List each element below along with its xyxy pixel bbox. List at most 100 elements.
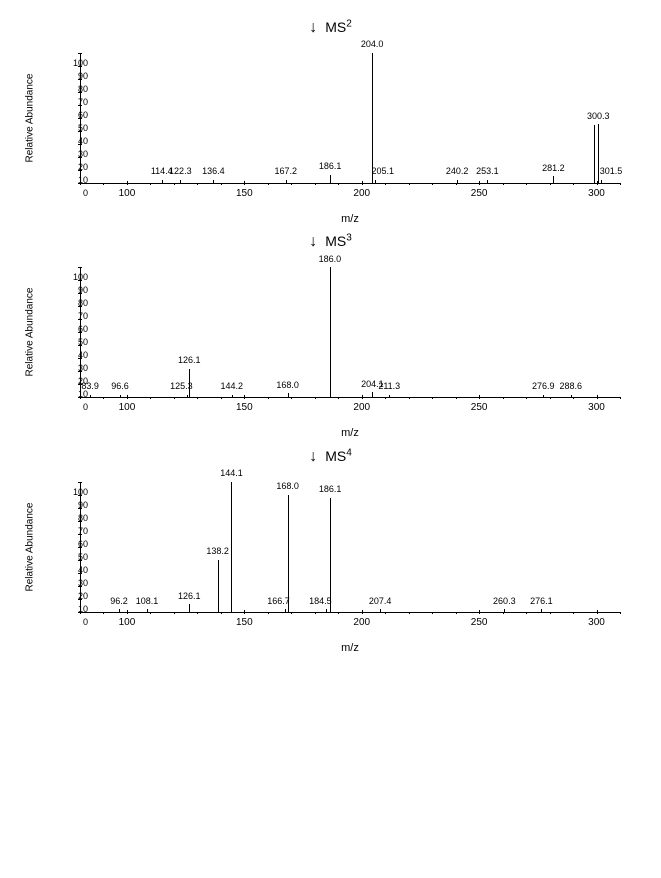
peak-label: 281.2 xyxy=(542,163,565,173)
x-tick-mark xyxy=(244,181,245,185)
x-tick-minor xyxy=(197,183,198,185)
peak-label: 300.3 xyxy=(587,111,610,121)
x-tick-minor xyxy=(221,612,222,614)
x-tick-minor xyxy=(526,397,527,399)
peak-label: 167.2 xyxy=(274,166,297,176)
x-tick-label: 100 xyxy=(119,188,136,199)
peak-label: 122.3 xyxy=(169,166,192,176)
peak-bar xyxy=(119,609,120,612)
x-tick-mark xyxy=(244,395,245,399)
y-tick-label: 100 xyxy=(68,58,88,68)
chart-area: Relative Abundance114.4122.3136.4167.218… xyxy=(50,43,650,223)
y-tick-label: 50 xyxy=(68,123,88,133)
x-tick-minor xyxy=(150,397,151,399)
y-tick-label: 80 xyxy=(68,513,88,523)
y-tick-label: 100 xyxy=(68,272,88,282)
y-tick-label: 10 xyxy=(68,175,88,185)
x-tick-label: 250 xyxy=(471,617,488,628)
x-tick-mark xyxy=(127,181,128,185)
peak-label: 168.0 xyxy=(276,481,299,491)
x-tick-mark xyxy=(597,181,598,185)
peak-bar xyxy=(286,180,287,183)
x-tick-mark xyxy=(362,181,363,185)
y-tick-label: 10 xyxy=(68,389,88,399)
peak-bar xyxy=(330,267,331,397)
y-tick-label: 20 xyxy=(68,591,88,601)
peak-bar xyxy=(601,180,602,183)
y-tick-label: 50 xyxy=(68,337,88,347)
y-tick-label: 60 xyxy=(68,324,88,334)
down-arrow-icon: ↓ xyxy=(309,19,317,36)
plot-box: 114.4122.3136.4167.2186.1204.0205.1240.2… xyxy=(80,53,621,184)
y-tick-label: 80 xyxy=(68,84,88,94)
x-tick-mark xyxy=(597,610,598,614)
peak-label: 186.0 xyxy=(319,254,342,264)
peak-bar xyxy=(487,180,488,183)
peak-label: 138.2 xyxy=(206,546,229,556)
peak-bar xyxy=(380,609,381,612)
x-tick-minor xyxy=(503,183,504,185)
x-tick-minor xyxy=(268,397,269,399)
x-tick-label: 200 xyxy=(353,188,370,199)
peak-label: 144.1 xyxy=(220,468,243,478)
x-tick-minor xyxy=(80,612,81,614)
x-tick-minor xyxy=(409,397,410,399)
peak-bar xyxy=(389,395,390,398)
peak-bar xyxy=(553,176,554,183)
x-tick-mark xyxy=(362,610,363,614)
peak-bar xyxy=(457,180,458,183)
y-tick-label: 0 xyxy=(68,617,88,627)
x-axis-label: m/z xyxy=(341,213,359,225)
spectra-figure: ↓MS2Relative Abundance114.4122.3136.4167… xyxy=(10,18,651,652)
peak-bar xyxy=(330,175,331,183)
x-tick-minor xyxy=(573,397,574,399)
x-tick-minor xyxy=(103,397,104,399)
x-tick-minor xyxy=(409,183,410,185)
x-tick-minor xyxy=(103,183,104,185)
x-tick-minor xyxy=(550,183,551,185)
x-tick-minor xyxy=(409,612,410,614)
peak-bar xyxy=(187,395,188,398)
x-tick-minor xyxy=(103,612,104,614)
peak-label: 276.1 xyxy=(530,596,553,606)
x-tick-minor xyxy=(291,612,292,614)
x-tick-minor xyxy=(432,183,433,185)
x-tick-label: 300 xyxy=(588,617,605,628)
x-tick-minor xyxy=(432,397,433,399)
x-tick-label: 100 xyxy=(119,617,136,628)
x-tick-mark xyxy=(479,610,480,614)
x-tick-minor xyxy=(338,612,339,614)
x-tick-minor xyxy=(174,183,175,185)
x-tick-label: 300 xyxy=(588,188,605,199)
peak-bar xyxy=(189,604,190,612)
peak-label: 126.1 xyxy=(178,355,201,365)
x-tick-minor xyxy=(174,612,175,614)
spectrum-panel: ↓MS4 Relative Abundance96.2108.1126.1138.… xyxy=(10,447,651,652)
x-tick-minor xyxy=(174,397,175,399)
peak-label: 205.1 xyxy=(371,166,394,176)
x-tick-minor xyxy=(550,397,551,399)
peak-label: 253.1 xyxy=(476,166,499,176)
y-tick-label: 60 xyxy=(68,110,88,120)
y-tick-label: 100 xyxy=(68,487,88,497)
peak-label: 144.2 xyxy=(220,381,243,391)
y-tick-label: 20 xyxy=(68,376,88,386)
y-tick-label: 40 xyxy=(68,136,88,146)
x-tick-minor xyxy=(620,612,621,614)
peak-bar xyxy=(232,395,233,398)
y-tick-label: 30 xyxy=(68,578,88,588)
x-tick-minor xyxy=(197,397,198,399)
x-tick-label: 150 xyxy=(236,188,253,199)
peak-bar xyxy=(504,609,505,612)
chart-area: Relative Abundance96.2108.1126.1138.2144… xyxy=(50,472,650,652)
peak-label: 260.3 xyxy=(493,596,516,606)
y-tick-label: 10 xyxy=(68,604,88,614)
stage-text: MS3 xyxy=(325,233,352,249)
peak-label: 240.2 xyxy=(446,166,469,176)
peak-label: 204.0 xyxy=(361,39,384,49)
peak-bar xyxy=(571,395,572,398)
stage-label: ↓MS4 xyxy=(10,447,651,466)
y-tick-label: 0 xyxy=(68,188,88,198)
x-tick-label: 100 xyxy=(119,402,136,413)
peak-label: 288.6 xyxy=(559,381,582,391)
